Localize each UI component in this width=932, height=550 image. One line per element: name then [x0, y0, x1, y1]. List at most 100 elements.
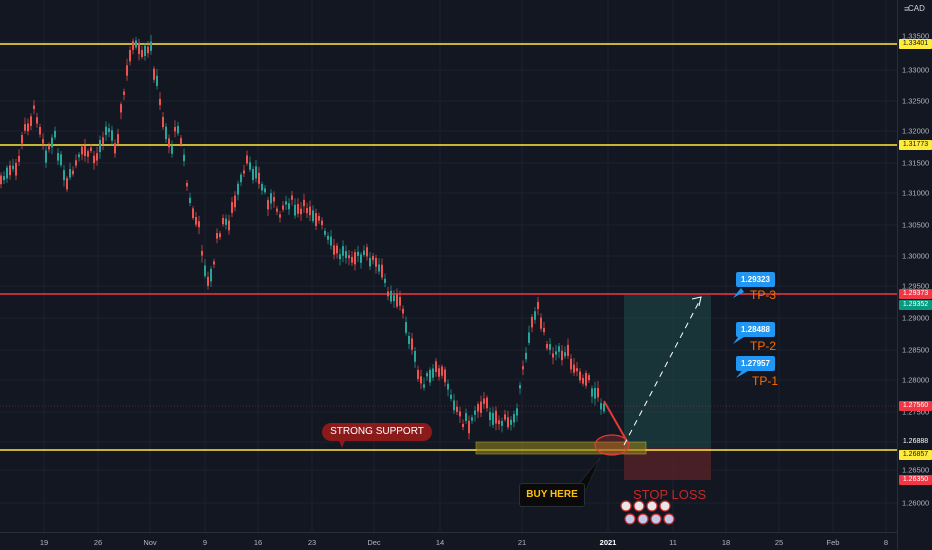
- candle-body: [345, 251, 347, 259]
- candle-body: [144, 45, 146, 56]
- candle-body: [288, 203, 290, 210]
- candle-body: [45, 150, 47, 163]
- candle-body: [210, 268, 212, 282]
- candle-body: [225, 218, 227, 225]
- candle-body: [372, 255, 374, 261]
- candle-body: [432, 368, 434, 378]
- candle-body: [102, 137, 104, 145]
- candle-body: [87, 151, 89, 157]
- price-tag-last: 1.27560: [899, 401, 932, 411]
- price-tag-resistance-top: 1.33401: [899, 39, 932, 49]
- candle-body: [246, 155, 248, 164]
- time-tick-label: 25: [774, 538, 784, 547]
- candlestick-chart[interactable]: [0, 0, 897, 532]
- candle-body: [228, 220, 230, 231]
- price-tick-label: 1.28500: [902, 345, 930, 355]
- price-tag-resistance-mid: 1.31773: [899, 140, 932, 150]
- candle-body: [117, 134, 119, 144]
- candle-body: [132, 41, 134, 50]
- price-tag-tp3-line: 1.29373: [899, 289, 932, 299]
- candle-body: [513, 414, 515, 423]
- candle-body: [306, 208, 308, 214]
- candle-body: [378, 264, 380, 272]
- price-tick-label: 1.26000: [902, 498, 930, 508]
- candle-body: [66, 178, 68, 190]
- tp1-label[interactable]: TP-1: [752, 374, 779, 388]
- candle-body: [543, 328, 545, 333]
- red-arrow: [603, 400, 629, 444]
- price-tick-label: 1.32500: [902, 96, 930, 106]
- price-tick-label: 1.33500: [902, 31, 930, 41]
- candle-body: [201, 250, 203, 256]
- strong-support-label[interactable]: STRONG SUPPORT: [322, 423, 432, 441]
- candle-body: [276, 208, 278, 212]
- candle-body: [495, 410, 497, 424]
- candle-body: [222, 217, 224, 225]
- candle-body: [342, 246, 344, 256]
- candle-body: [243, 170, 245, 174]
- time-tick-label: 21: [517, 538, 527, 547]
- candle-body: [291, 195, 293, 200]
- candle-body: [69, 169, 71, 178]
- price-tag-support: 1.26857: [899, 450, 932, 460]
- price-tick-label: 1.28000: [902, 375, 930, 385]
- projection-arrow: [623, 299, 701, 446]
- candle-body: [501, 420, 503, 426]
- price-tag-box-top: 1.26888: [899, 437, 932, 447]
- candle-body: [492, 412, 494, 425]
- buy-here-label[interactable]: BUY HERE: [519, 483, 585, 507]
- candle-body: [579, 371, 581, 381]
- candle-body: [534, 311, 536, 320]
- time-tick-label: Nov: [143, 538, 157, 547]
- candle-body: [486, 397, 488, 409]
- candle-body: [588, 375, 590, 381]
- time-tick-label: 14: [435, 538, 445, 547]
- price-tick-label: 1.29500: [902, 281, 930, 291]
- candle-body: [75, 160, 77, 166]
- price-tick-label: 1.30000: [902, 251, 930, 261]
- candle-body: [402, 308, 404, 314]
- candle-body: [57, 153, 59, 161]
- candle-body: [390, 290, 392, 302]
- projection-arrowhead: [691, 296, 702, 307]
- candle-body: [258, 172, 260, 184]
- chart-plot-area[interactable]: 1.29323 TP-3 1.28488 TP-2 1.27957 TP-1 S…: [0, 0, 897, 532]
- settings-icon[interactable]: ≡: [904, 4, 910, 14]
- candle-body: [177, 125, 179, 134]
- candle-body: [507, 417, 509, 428]
- time-tick-label: 19: [39, 538, 49, 547]
- candle-body: [351, 256, 353, 263]
- candle-body: [123, 91, 125, 95]
- time-axis[interactable]: 19 26 Nov 9 16 23 Dec 14 21 2021 11 18 25 Feb 8: [0, 532, 897, 550]
- candle-body: [105, 126, 107, 136]
- tp2-label[interactable]: TP-2: [750, 339, 777, 353]
- buy-zone-box[interactable]: [475, 441, 647, 455]
- candle-body: [435, 361, 437, 372]
- candle-body: [558, 346, 560, 352]
- tp1-price-callout[interactable]: 1.27957: [736, 356, 775, 371]
- candle-body: [84, 145, 86, 157]
- entry-circle[interactable]: [594, 434, 630, 456]
- time-tick-label: 23: [307, 538, 317, 547]
- candle-body: [162, 117, 164, 128]
- candle-body: [474, 410, 476, 415]
- stop-loss-label[interactable]: STOP LOSS: [633, 487, 707, 502]
- candle-body: [156, 75, 158, 86]
- currency-label: CAD: [908, 4, 925, 13]
- tp3-price-callout[interactable]: 1.29323: [736, 272, 775, 287]
- candle-body: [96, 153, 98, 161]
- candle-body: [0, 175, 2, 185]
- candle-body: [6, 167, 8, 179]
- candle-body: [180, 138, 182, 145]
- price-axis[interactable]: ≡ CAD 1.33500 1.33000 1.32500 1.32000 1.3150…: [897, 0, 932, 550]
- candle-body: [564, 352, 566, 357]
- candle-body: [552, 353, 554, 358]
- tp2-price-callout[interactable]: 1.28488: [736, 322, 775, 337]
- profit-zone: [624, 295, 711, 447]
- candle-body: [324, 230, 326, 235]
- candle-body: [42, 139, 44, 144]
- price-tick-label: 1.31500: [902, 158, 930, 168]
- candle-body: [36, 117, 38, 124]
- tp3-label[interactable]: TP-3: [750, 288, 777, 302]
